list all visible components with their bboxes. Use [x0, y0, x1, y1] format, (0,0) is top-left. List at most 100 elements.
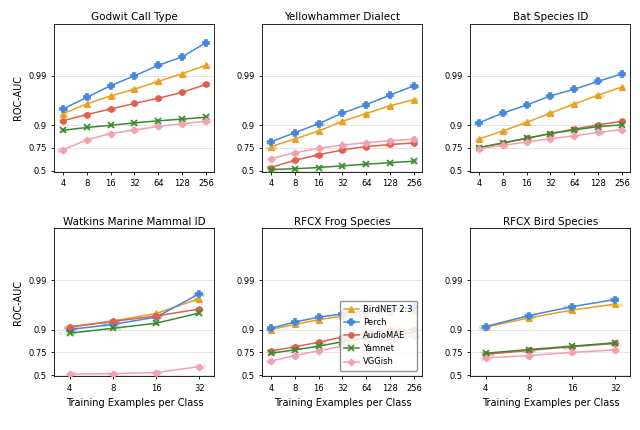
AudioMAE [267, 348, 275, 353]
Point [411, 96, 421, 103]
Point [198, 81, 209, 88]
Point [156, 310, 166, 317]
Point [618, 83, 628, 90]
Point [565, 101, 575, 108]
Point [566, 349, 576, 356]
Point [408, 307, 419, 314]
AudioMAE [362, 331, 370, 336]
Point [358, 307, 369, 314]
Point [522, 315, 532, 322]
Point [60, 106, 70, 113]
Point [570, 126, 580, 133]
Point [616, 118, 626, 125]
Point [570, 126, 580, 133]
Point [408, 96, 418, 103]
Point [523, 119, 533, 126]
Point [149, 320, 159, 327]
Point [287, 346, 297, 353]
Point [338, 334, 348, 341]
Point [524, 346, 534, 353]
Point [617, 121, 627, 128]
Point [361, 161, 371, 168]
Title: Godwit Call Type: Godwit Call Type [91, 12, 178, 22]
Point [315, 164, 325, 171]
Point [339, 162, 349, 169]
Point [105, 130, 115, 137]
Point [200, 81, 211, 88]
Point [84, 137, 94, 144]
Point [524, 139, 534, 146]
Point [290, 136, 300, 143]
Point [264, 164, 275, 171]
Point [471, 119, 481, 126]
Point [268, 166, 278, 173]
Point [131, 120, 141, 127]
Point [83, 111, 93, 118]
Point [312, 347, 323, 354]
Point [571, 126, 581, 133]
Point [81, 124, 92, 131]
Point [152, 320, 162, 327]
Point [474, 120, 484, 126]
Point [79, 111, 89, 118]
Point [106, 130, 116, 137]
Point [150, 313, 161, 320]
Point [479, 323, 490, 330]
Point [339, 338, 349, 345]
Point [591, 91, 602, 98]
Point [362, 139, 372, 146]
Point [269, 144, 279, 150]
Point [267, 326, 277, 333]
Point [264, 347, 274, 354]
Point [109, 325, 119, 332]
Point [150, 78, 161, 85]
Point [338, 313, 348, 319]
Point [336, 146, 346, 153]
Point [266, 155, 276, 162]
Point [498, 110, 508, 117]
Point [314, 127, 324, 134]
Point [521, 135, 531, 142]
Point [471, 135, 481, 142]
Point [525, 135, 535, 141]
Point [155, 78, 165, 85]
Point [568, 126, 579, 133]
Point [310, 316, 321, 323]
Point [175, 120, 185, 127]
Point [198, 62, 208, 69]
Point [479, 350, 490, 357]
Point [524, 346, 534, 353]
Point [110, 317, 120, 324]
Point [289, 166, 299, 172]
Point [204, 114, 214, 121]
Point [476, 144, 486, 151]
Point [616, 70, 626, 77]
Point [522, 135, 532, 141]
Point [408, 136, 419, 143]
Point [406, 304, 416, 310]
Point [518, 346, 528, 353]
Point [527, 347, 537, 354]
Point [58, 110, 68, 117]
Point [520, 135, 531, 142]
Point [55, 329, 65, 336]
VGGish [291, 353, 298, 358]
Point [152, 313, 162, 319]
Point [474, 120, 484, 126]
Point [525, 347, 535, 353]
Point [192, 295, 202, 302]
Point [479, 351, 489, 358]
Point [204, 118, 214, 125]
Point [82, 94, 92, 101]
Point [290, 321, 300, 328]
Point [568, 126, 579, 133]
Point [528, 347, 538, 353]
Point [359, 143, 369, 150]
Point [497, 142, 508, 149]
Point [61, 324, 71, 331]
Point [408, 326, 419, 332]
Point [337, 118, 348, 125]
Point [384, 92, 394, 99]
Point [289, 150, 299, 157]
Point [132, 127, 142, 134]
